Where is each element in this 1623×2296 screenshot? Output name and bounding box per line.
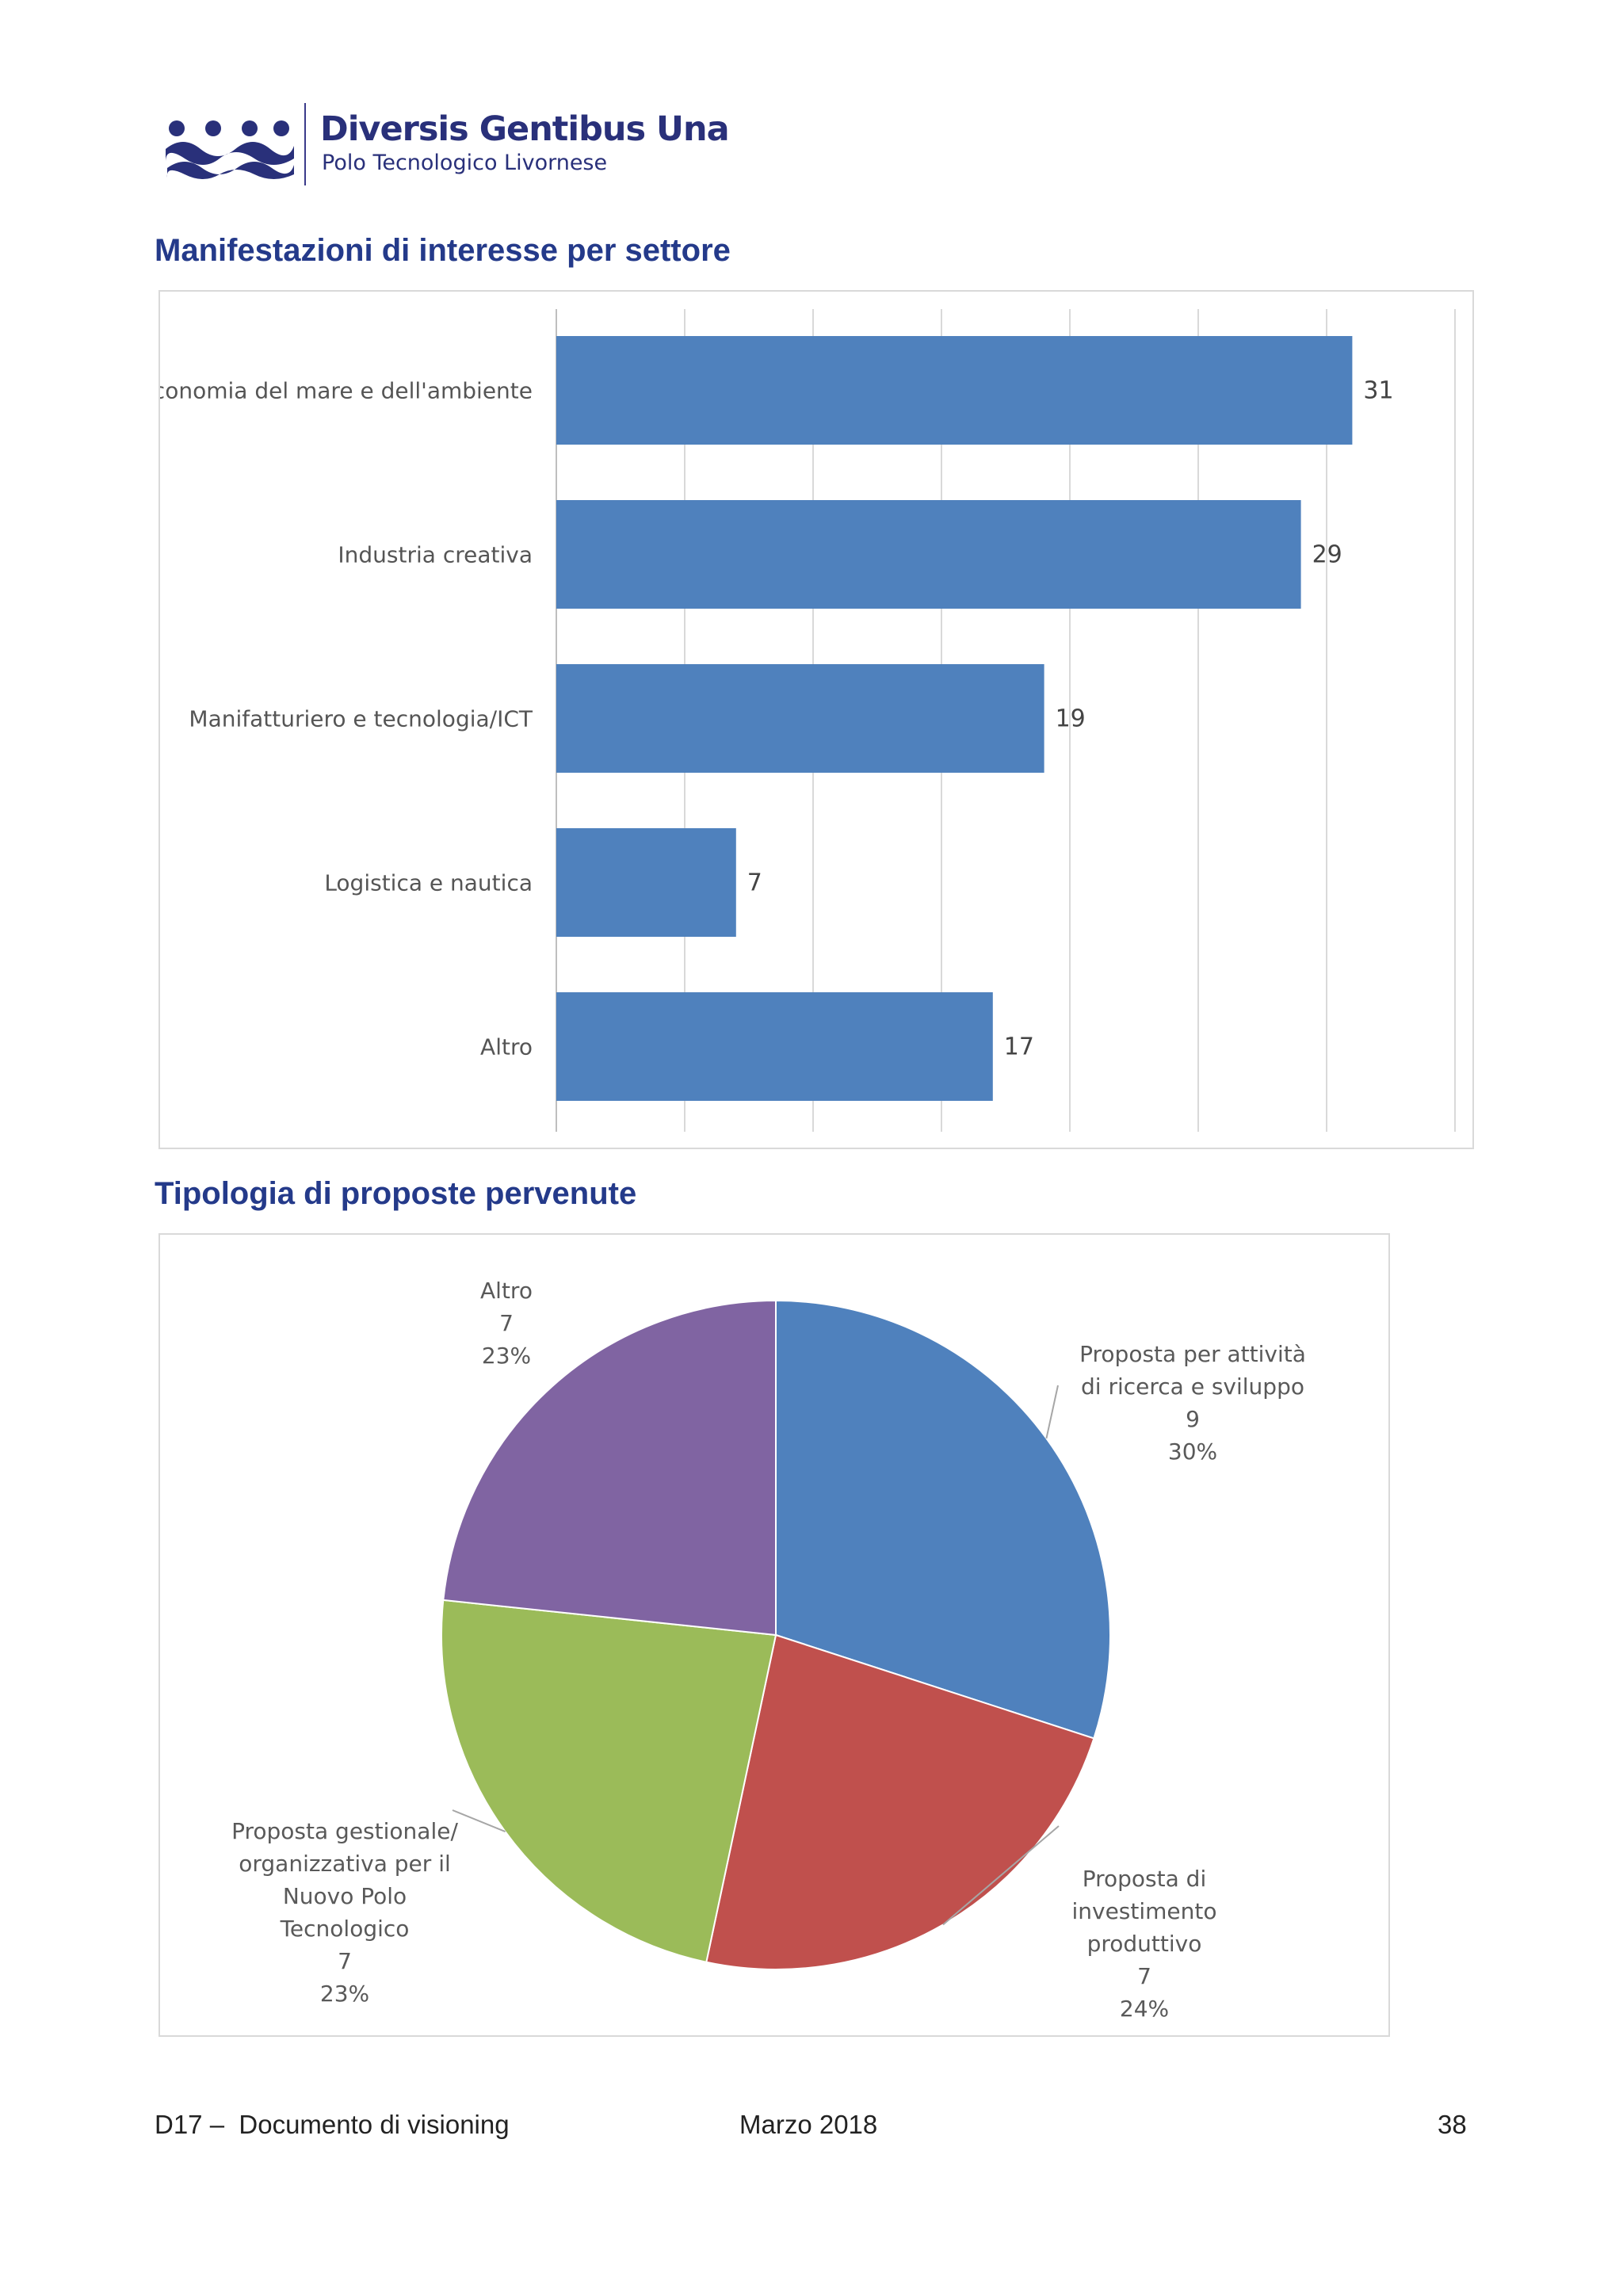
slice-label: Proposta per attività: [1079, 1341, 1306, 1367]
pie-slice: [441, 1599, 777, 1963]
slice-label: 7: [338, 1948, 352, 1974]
bar: [556, 992, 993, 1101]
slice-label: Nuovo Polo: [283, 1883, 407, 1909]
category-label: Economia del mare e dell'ambiente: [160, 378, 533, 404]
bar: [556, 664, 1044, 773]
slice-label: Proposta gestionale/: [231, 1818, 458, 1844]
data-label: 31: [1363, 377, 1393, 405]
leader-line: [452, 1809, 506, 1832]
slice-label: organizzativa per il: [239, 1851, 451, 1877]
footer-page-number: 38: [1438, 2110, 1467, 2139]
data-label: 19: [1056, 705, 1086, 733]
slice-label: Proposta di: [1083, 1866, 1207, 1892]
logo-subtitle: Polo Tecnologico Livornese: [322, 151, 608, 175]
bar-chart-title: Manifestazioni di interesse per settore: [155, 233, 731, 268]
pie-slice: [442, 1299, 777, 1637]
leader-line: [1045, 1385, 1059, 1439]
pie-chart: Proposta per attività di ricerca e svilup…: [231, 1278, 1306, 2022]
bar: [556, 500, 1301, 609]
slice-label: 30%: [1168, 1438, 1217, 1465]
slice-label: 23%: [320, 1981, 369, 2007]
bar-chart-frame: Economia del mare e dell'ambiente 31 Indus…: [139, 290, 1474, 1149]
slice-label: 7: [1137, 1963, 1151, 1989]
logo-divider: [304, 103, 306, 185]
pie-chart-title: Tipologia di proposte pervenute: [155, 1176, 637, 1211]
slice-label: 9: [1186, 1406, 1200, 1432]
slice-label: Tecnologico: [280, 1916, 410, 1942]
slice-label: Altro: [480, 1278, 533, 1304]
slice-label: investimento: [1071, 1898, 1216, 1924]
footer-document-id: D17 – Documento di visioning: [155, 2110, 510, 2139]
pie-chart-frame: Proposta per attività di ricerca e svilup…: [158, 1233, 1390, 2037]
data-label: 7: [747, 869, 762, 897]
data-label: 17: [1004, 1033, 1034, 1061]
logo-title: Diversis Gentibus Una: [320, 109, 730, 149]
category-label: Industria creativa: [338, 542, 533, 568]
logo-waves-icon: [166, 120, 294, 179]
bar: [556, 828, 736, 937]
bar: [556, 336, 1353, 445]
bar-chart: Economia del mare e dell'ambiente 31 Indus…: [139, 309, 1456, 1132]
data-label: 29: [1312, 541, 1342, 569]
slice-label: 24%: [1120, 1996, 1169, 2022]
footer-date: Marzo 2018: [739, 2110, 878, 2139]
slice-label: 23%: [482, 1343, 531, 1369]
category-label: Manifatturiero e tecnologia/ICT: [189, 706, 533, 732]
slice-label: di ricerca e sviluppo: [1081, 1373, 1304, 1400]
slice-label: produttivo: [1087, 1931, 1202, 1957]
category-label: Logistica e nautica: [324, 870, 533, 896]
leader-line: [942, 1825, 1060, 1926]
slice-label: 7: [499, 1310, 514, 1336]
pie-slice: [775, 1299, 1111, 1740]
category-label: Altro: [480, 1034, 533, 1060]
